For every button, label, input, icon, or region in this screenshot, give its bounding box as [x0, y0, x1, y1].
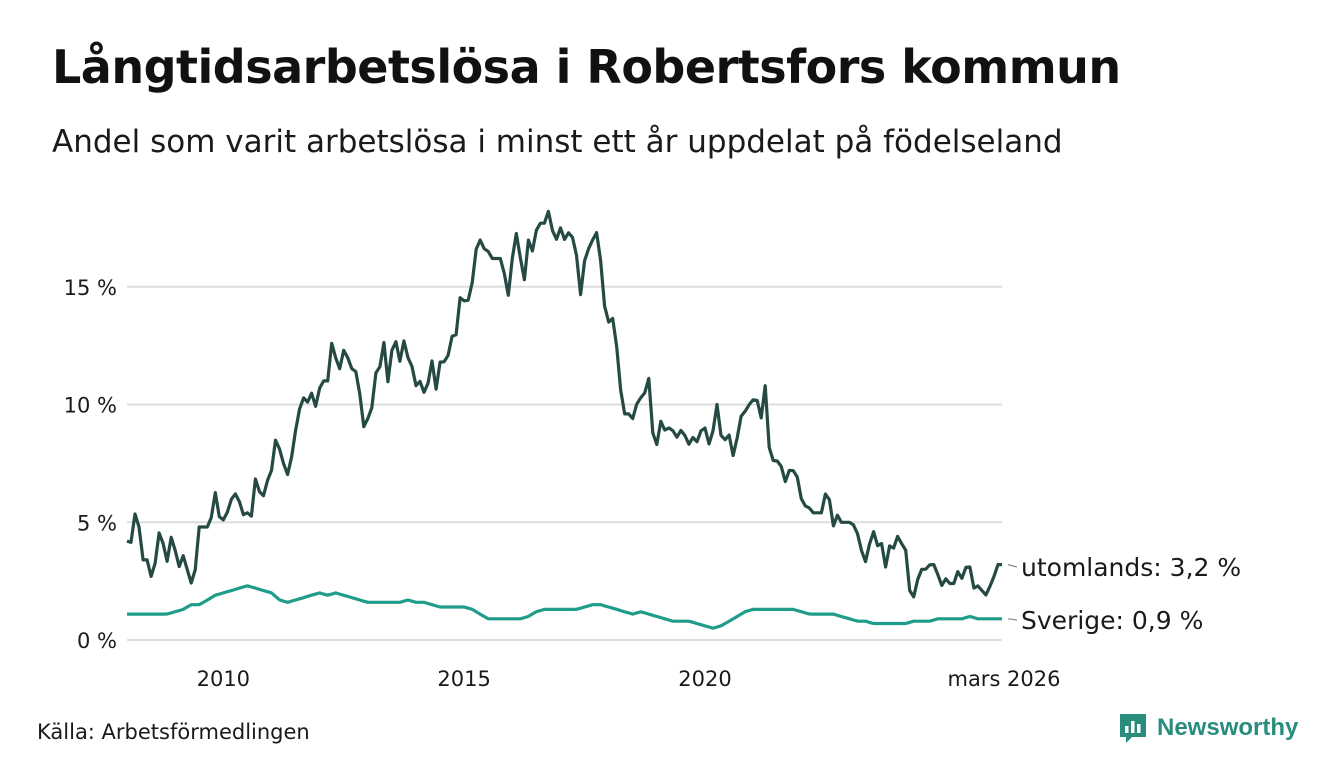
series-end-label: Sverige: 0,9 % — [1021, 606, 1203, 635]
y-tick-label: 0 % — [77, 629, 117, 653]
source-note: Källa: Arbetsförmedlingen — [37, 720, 310, 744]
page-title: Långtidsarbetslösa i Robertsfors kommun — [52, 40, 1121, 94]
end-label-connector — [1007, 564, 1018, 568]
newsworthy-logo-icon — [1120, 714, 1146, 743]
x-tick-label: 2015 — [437, 667, 490, 691]
series-end-labels: utomlands: 3,2 % Sverige: 0,9 % — [1007, 553, 1241, 635]
brand-logo[interactable]: Newsworthy — [1118, 712, 1298, 744]
series-line-utomlands — [126, 209, 1002, 599]
series-end-label: utomlands: 3,2 % — [1021, 553, 1241, 582]
brand-name: Newsworthy — [1157, 714, 1299, 741]
end-label-connector — [1007, 618, 1018, 621]
page-subtitle: Andel som varit arbetslösa i minst ett å… — [52, 124, 1063, 160]
y-tick-label: 5 % — [77, 511, 117, 535]
x-tick-label: 2020 — [678, 667, 731, 691]
series-line-sverige — [127, 584, 1002, 630]
x-tick-label-end: mars 2026 — [947, 667, 1060, 691]
grid-lines — [127, 285, 1002, 641]
series-lines — [126, 209, 1002, 630]
y-tick-label: 15 % — [64, 276, 117, 300]
y-tick-label: 10 % — [64, 394, 117, 418]
axis-ticks: 0 % 5 % 10 % 15 % 2010 2015 2020 mars 2026 — [64, 276, 1061, 691]
x-tick-label: 2010 — [197, 667, 250, 691]
